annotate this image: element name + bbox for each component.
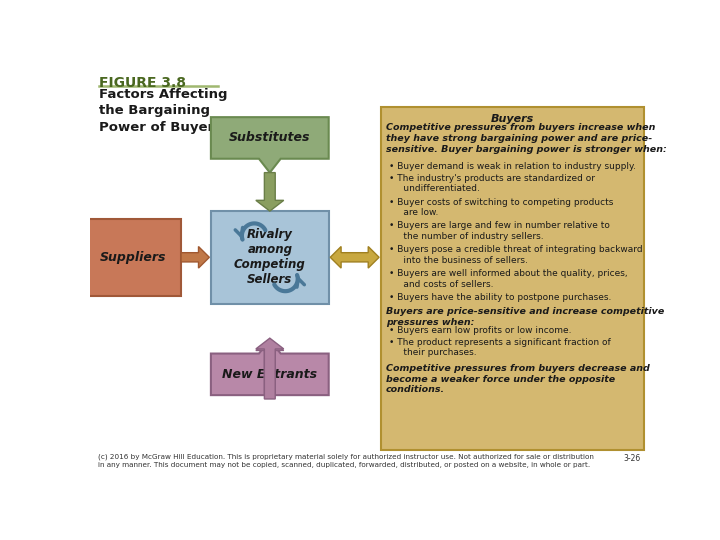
Text: Rivalry
among
Competing
Sellers: Rivalry among Competing Sellers [234,228,306,286]
Polygon shape [330,247,379,268]
Text: Substitutes: Substitutes [229,131,310,144]
Text: (c) 2016 by McGraw Hill Education. This is proprietary material solely for autho: (c) 2016 by McGraw Hill Education. This … [98,454,593,468]
Text: Suppliers: Suppliers [99,251,166,264]
Text: New Entrants: New Entrants [222,368,318,381]
Text: • Buyer costs of switching to competing products
     are low.: • Buyer costs of switching to competing … [389,198,613,217]
Text: Competitive pressures from buyers decrease and
become a weaker force under the o: Competitive pressures from buyers decrea… [386,364,649,394]
Text: • Buyers earn low profits or low income.: • Buyers earn low profits or low income. [389,326,572,335]
Polygon shape [211,117,329,173]
Text: Factors Affecting
the Bargaining
Power of Buyers: Factors Affecting the Bargaining Power o… [99,88,228,134]
Polygon shape [256,338,284,399]
Text: 3-26: 3-26 [623,454,640,463]
Bar [381,107,644,450]
Text: • Buyers are well informed about the quality, prices,
     and costs of sellers.: • Buyers are well informed about the qua… [389,269,628,289]
Text: Buyers are price-sensitive and increase competitive
pressures when:: Buyers are price-sensitive and increase … [386,307,665,327]
Polygon shape [256,340,284,395]
Polygon shape [181,247,210,268]
Text: Competitive pressures from buyers increase when
they have strong bargaining powe: Competitive pressures from buyers increa… [386,123,667,154]
Text: • Buyer demand is weak in relation to industry supply.: • Buyer demand is weak in relation to in… [389,162,636,171]
Polygon shape [256,173,284,211]
Text: • Buyers have the ability to postpone purchases.: • Buyers have the ability to postpone pu… [389,293,611,302]
Text: Buyers: Buyers [491,114,534,124]
Bar [211,211,329,303]
Text: • The industry's products are standardized or
     undifferentiated.: • The industry's products are standardiz… [389,174,595,193]
Text: • Buyers are large and few in number relative to
     the number of industry sel: • Buyers are large and few in number rel… [389,221,610,241]
Text: • The product represents a significant fraction of
     their purchases.: • The product represents a significant f… [389,338,611,357]
Text: • Buyers pose a credible threat of integrating backward
     into the business o: • Buyers pose a credible threat of integ… [389,245,643,265]
Polygon shape [211,340,329,395]
Text: FIGURE 3.8: FIGURE 3.8 [99,76,186,90]
Bar [84,219,181,296]
